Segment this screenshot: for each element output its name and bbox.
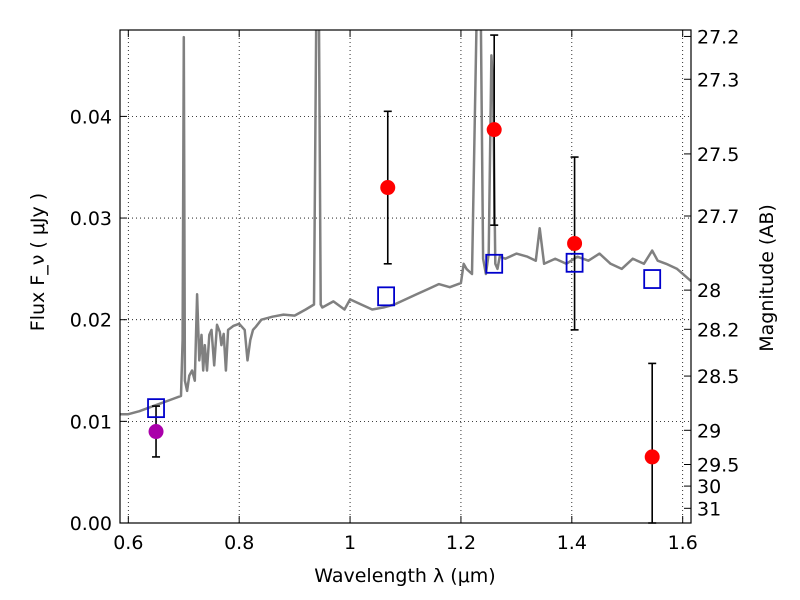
- observed-flux-point: [486, 122, 502, 138]
- right-tick-label: 27.2: [697, 26, 739, 48]
- y-tick-label: 0.03: [70, 208, 112, 230]
- y-axis-label: Flux F_ν ( μJy ): [27, 193, 49, 331]
- data-layer: [120, 30, 691, 416]
- right-tick-label: 27.3: [697, 69, 739, 91]
- plot-frame: [119, 29, 692, 524]
- model-photometry-point: [565, 252, 584, 273]
- y-tick-label: 0.01: [70, 411, 112, 433]
- right-tick-label: 27.5: [697, 144, 739, 166]
- observed-flux-point: [148, 424, 164, 440]
- model-photometry-point: [147, 398, 165, 419]
- error-bars: [147, 34, 662, 524]
- right-tick-label: 30: [697, 476, 721, 498]
- right-tick-label: 28: [697, 280, 721, 302]
- x-axis-label: Wavelength λ (μm): [314, 565, 495, 587]
- model-photometry-point: [377, 286, 395, 307]
- right-axis-label: Magnitude (AB): [756, 204, 778, 352]
- observed-flux-point: [567, 235, 583, 251]
- x-tick-label: 0.6: [113, 532, 143, 554]
- observed-flux-point: [644, 449, 660, 465]
- x-tick-label: 1: [344, 532, 356, 554]
- right-tick-label: 29: [697, 420, 721, 442]
- axis-ticks: 0.6 0.8 1 1.2 1.4 1.6 0.00 0.01 0.02 0.03 0.04 27.2…: [70, 26, 740, 554]
- plot-background: [120, 30, 691, 523]
- observed-flux-point: [380, 180, 396, 196]
- x-tick-label: 1.2: [446, 532, 476, 554]
- right-tick-label: 29.5: [697, 455, 739, 477]
- right-tick-label: 31: [697, 498, 721, 520]
- y-tick-label: 0.02: [70, 310, 112, 332]
- y-tick-label: 0.00: [70, 513, 112, 535]
- model-spectrum-line: [120, 30, 691, 416]
- x-tick-label: 1.6: [668, 532, 698, 554]
- model-photometry-point: [643, 269, 662, 289]
- model-photometry-point: [485, 253, 504, 274]
- x-tick-label: 1.4: [557, 532, 587, 554]
- x-tick-label: 0.8: [224, 532, 254, 554]
- right-tick-label: 27.7: [697, 206, 739, 228]
- right-tick-label: 28.5: [697, 366, 739, 388]
- y-tick-label: 0.04: [70, 106, 112, 128]
- right-tick-label: 28.2: [697, 319, 739, 341]
